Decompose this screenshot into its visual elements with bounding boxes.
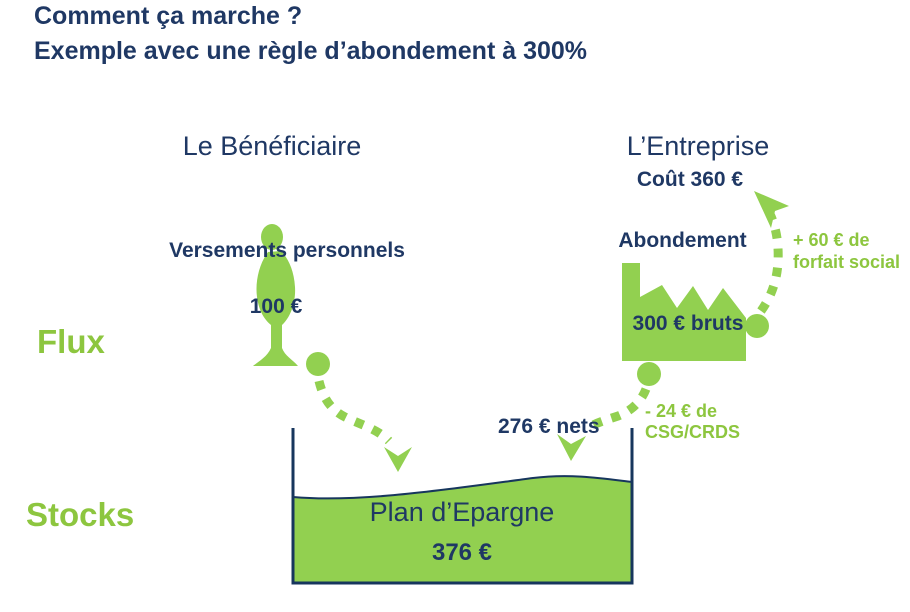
savings-plan-label: Plan d’Epargne: [369, 497, 555, 527]
arrow-matching-to-plan: [583, 387, 651, 433]
arrowhead-forfait-to-cost: [754, 191, 789, 228]
beneficiary-header: Le Bénéficiaire: [182, 131, 362, 161]
arrow-personal-to-plan: [314, 379, 393, 445]
forfait-social-note: + 60 € de forfait social: [793, 229, 900, 273]
savings-plan-tank: [291, 428, 634, 585]
factory-icon: [622, 263, 746, 361]
flow-dot-matching-down: [637, 362, 661, 386]
company-header: L’Entreprise: [626, 131, 770, 161]
page-subtitle: Exemple avec une règle d’abondement à 30…: [34, 37, 588, 65]
tank-liquid: [293, 476, 632, 582]
arrowhead-matching-to-plan: [557, 434, 586, 461]
csg-crds-line2: CSG/CRDS: [645, 422, 741, 442]
personal-payments-label: Versements personnels: [169, 239, 405, 262]
arrowhead-personal-to-plan: [384, 447, 412, 472]
forfait-social-line2: forfait social: [793, 252, 901, 272]
flow-dot-person: [306, 352, 330, 376]
row-label-flux: Flux: [37, 323, 105, 360]
matching-label: Abondement: [618, 229, 747, 252]
savings-plan-amount: 376 €: [431, 539, 493, 566]
matching-gross-amount: 300 € bruts: [632, 312, 744, 335]
arrow-forfait-to-cost: [757, 212, 783, 314]
page-title: Comment ça marche ?: [34, 2, 303, 30]
person-icon: [253, 224, 298, 366]
csg-crds-line1: - 24 € de: [645, 401, 718, 421]
row-label-stocks: Stocks: [26, 496, 135, 533]
tank-liquid-surface: [292, 475, 633, 500]
flow-dot-matching-up: [745, 314, 769, 338]
company-total-cost: Coût 360 €: [636, 168, 744, 191]
forfait-social-line1: + 60 € de: [793, 230, 870, 250]
tank-walls: [291, 428, 634, 585]
personal-payments-amount: 100 €: [249, 295, 303, 318]
matching-net-amount: 276 € nets: [498, 415, 600, 438]
csg-crds-note: - 24 € de CSG/CRDS: [645, 401, 740, 443]
